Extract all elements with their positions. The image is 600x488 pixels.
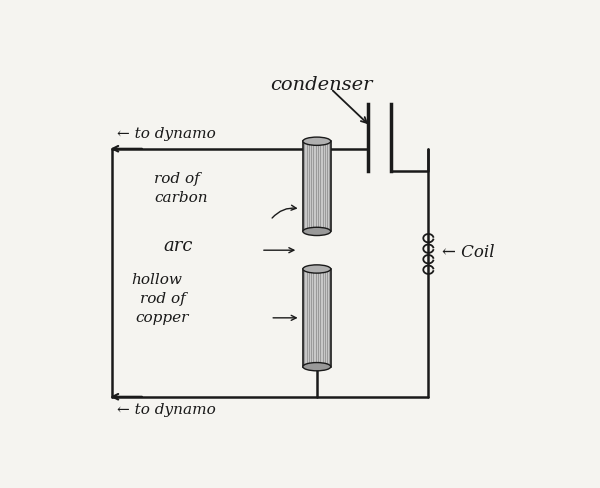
Text: carbon: carbon — [154, 191, 208, 204]
Text: ← Coil: ← Coil — [442, 244, 495, 261]
Text: arc: arc — [163, 238, 193, 255]
Text: ← to dynamo: ← to dynamo — [117, 127, 215, 141]
Text: rod of: rod of — [140, 292, 186, 306]
Text: copper: copper — [136, 311, 189, 325]
Bar — [303, 141, 331, 231]
Text: hollow: hollow — [131, 273, 182, 287]
Ellipse shape — [303, 227, 331, 236]
Ellipse shape — [303, 363, 331, 371]
Text: condenser: condenser — [270, 76, 373, 94]
Ellipse shape — [303, 265, 331, 273]
Bar — [303, 269, 331, 366]
Text: ← to dynamo: ← to dynamo — [117, 403, 215, 417]
Ellipse shape — [303, 137, 331, 145]
Text: rod of: rod of — [154, 172, 200, 186]
